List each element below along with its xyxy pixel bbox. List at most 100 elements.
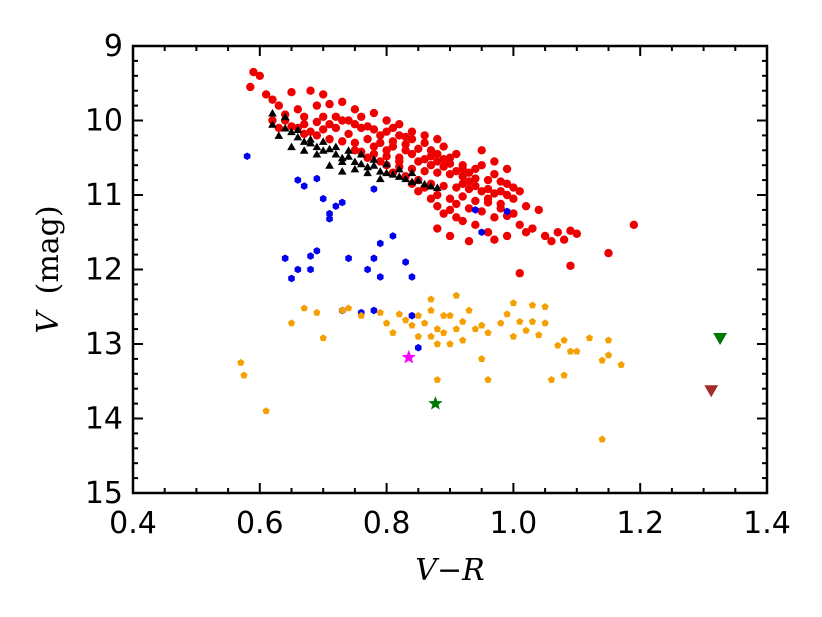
data-point-black-triangles [401,174,410,183]
data-point-red-circles [407,127,417,136]
data-point-orange-pentagons [452,291,460,299]
data-point-orange-pentagons [547,375,556,383]
data-point-orange-pentagons [427,295,435,303]
data-point-red-circles [471,174,480,183]
data-point-red-circles [458,192,467,201]
data-point-orange-pentagons [484,375,492,383]
data-point-red-circles [312,131,322,140]
data-point-red-circles [477,207,486,216]
data-point-red-circles [357,112,366,121]
data-point-black-triangles [350,164,360,173]
data-point-orange-pentagons [376,308,384,316]
data-point-blue-hexagons [332,202,340,210]
data-point-red-circles [471,220,480,229]
data-point-red-circles [464,177,474,186]
data-point-orange-pentagons [522,326,530,334]
data-point-red-circles [420,166,429,176]
data-point-orange-pentagons [421,319,429,327]
series-green-star [428,396,443,410]
data-point-blue-hexagons [370,254,378,263]
data-point-red-circles [382,127,391,136]
data-point-red-circles [496,177,505,186]
data-point-magenta-star [401,349,416,364]
data-point-black-triangles [407,168,417,177]
data-point-black-triangles [426,182,436,190]
data-point-black-triangles [369,155,379,163]
data-point-red-circles [325,134,334,144]
data-point-orange-pentagons [433,325,441,333]
data-point-red-circles [458,172,467,181]
data-point-black-triangles [287,127,296,136]
data-point-black-triangles [287,142,296,151]
data-point-orange-pentagons [478,355,486,362]
data-point-orange-pentagons [573,347,581,355]
y-axis-label-variable: V [31,309,66,334]
y-tick-label: 13 [85,327,123,362]
data-point-red-circles [477,146,486,155]
data-point-red-circles [521,228,531,237]
data-point-red-circles [344,129,353,139]
series-brown-triangle-down [704,385,719,398]
data-point-red-circles [299,120,309,129]
series-black-triangles [268,109,442,192]
data-point-red-circles [433,201,442,211]
data-point-black-triangles [375,174,385,183]
data-point-red-circles [268,95,277,104]
y-tick-label: 10 [85,104,123,139]
data-point-orange-pentagons [395,310,403,318]
data-point-red-circles [382,152,391,161]
y-tick-label: 9 [104,29,123,64]
data-point-red-circles [338,137,347,146]
data-point-red-circles [395,131,404,140]
data-point-red-circles [395,157,404,166]
data-point-red-circles [388,123,398,133]
data-point-orange-pentagons [382,319,391,327]
data-point-red-circles [376,131,385,140]
data-point-black-triangles [394,172,404,180]
data-point-black-triangles [274,131,284,139]
data-point-orange-pentagons [465,306,473,314]
data-point-orange-pentagons [240,371,248,379]
data-point-orange-pentagons [585,334,594,342]
data-point-red-circles [306,127,315,136]
data-point-red-circles [363,122,372,131]
data-point-red-circles [452,213,461,222]
data-point-black-triangles [325,161,334,169]
data-point-red-circles [319,90,328,99]
data-point-black-triangles [388,170,398,178]
data-point-black-triangles [312,142,322,151]
series-green-triangle-down [713,333,728,346]
data-point-red-circles [369,125,379,134]
y-tick-label: 12 [85,253,123,288]
data-point-red-circles [464,204,474,213]
x-tick-label: 1.2 [616,506,664,541]
data-point-black-triangles [331,150,341,158]
data-point-black-triangles [363,168,372,177]
data-point-orange-pentagons [433,375,441,383]
data-point-black-triangles [369,161,379,169]
data-point-red-circles [306,86,315,95]
data-point-red-circles [458,164,467,174]
data-point-red-circles [452,183,461,192]
data-point-red-circles [426,146,436,155]
data-point-red-circles [376,157,385,166]
data-point-blue-hexagons [415,343,422,352]
data-point-red-circles [350,138,360,148]
data-point-green-star [428,396,443,410]
data-point-blue-hexagons [307,252,314,260]
data-point-orange-pentagons [554,341,562,349]
data-point-red-circles [490,169,499,179]
data-point-orange-pentagons [414,311,422,319]
data-point-black-triangles [420,179,429,188]
data-point-red-circles [376,138,385,148]
data-point-red-circles [287,87,296,97]
data-point-black-triangles [280,123,290,132]
data-point-red-circles [445,153,455,162]
data-point-red-circles [502,164,512,174]
data-point-red-circles [502,231,512,241]
data-point-red-circles [528,224,537,233]
data-point-red-circles [369,142,379,151]
data-point-orange-pentagons [452,325,460,333]
data-point-red-circles [312,117,322,127]
